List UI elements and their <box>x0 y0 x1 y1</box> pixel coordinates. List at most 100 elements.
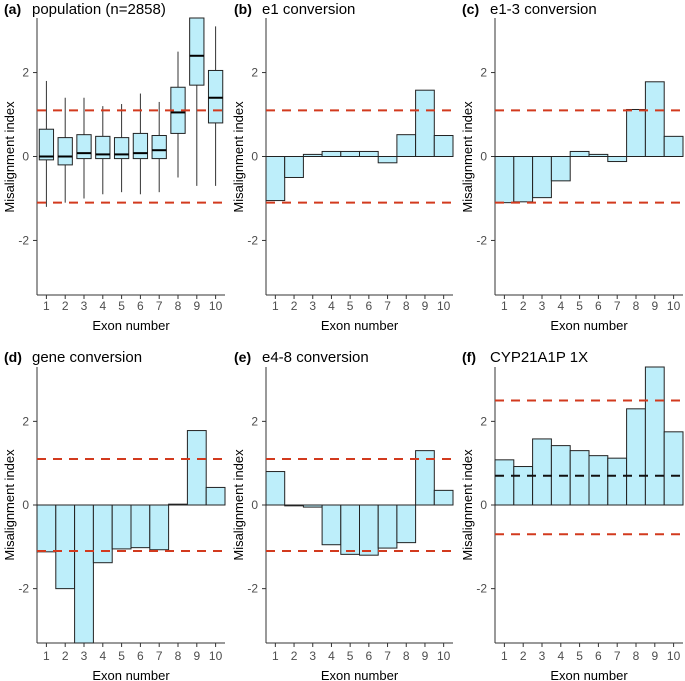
x-tick-label: 2 <box>291 299 298 313</box>
bar <box>433 135 454 157</box>
bar <box>532 156 552 199</box>
x-tick-label: 1 <box>272 299 279 313</box>
x-axis-label: Exon number <box>321 318 399 333</box>
x-tick-label: 7 <box>384 299 391 313</box>
x-tick-label: 2 <box>62 649 69 663</box>
y-tick-label: 2 <box>480 414 487 428</box>
y-axis-label: Misalignment index <box>460 101 475 213</box>
box <box>57 137 73 166</box>
panel-label: (e) <box>234 349 251 365</box>
bar <box>377 156 398 164</box>
x-tick-label: 10 <box>667 299 681 313</box>
y-tick-label: 0 <box>22 150 29 164</box>
x-tick-label: 7 <box>384 649 391 663</box>
bar <box>644 366 665 506</box>
x-tick-label: 6 <box>595 299 602 313</box>
bar <box>36 504 57 553</box>
x-tick-label: 10 <box>437 299 451 313</box>
panel-label: (c) <box>462 1 479 17</box>
bar <box>396 134 417 157</box>
x-tick-label: 3 <box>539 299 546 313</box>
panel-label: (d) <box>4 349 22 365</box>
x-axis-label: Exon number <box>550 318 628 333</box>
x-tick-label: 8 <box>633 649 640 663</box>
bar <box>359 150 379 158</box>
x-tick-label: 9 <box>193 299 200 313</box>
bar <box>433 489 454 506</box>
panel-title: e4-8 conversion <box>262 349 369 366</box>
x-tick-label: 10 <box>437 649 451 663</box>
bar <box>265 471 286 506</box>
panel-d: (d) gene conversion -2 0 2 Misalignment index… <box>2 349 226 681</box>
bar <box>607 457 628 506</box>
bar <box>168 503 188 506</box>
x-tick-label: 4 <box>557 299 564 313</box>
x-tick-label: 7 <box>614 299 621 313</box>
x-tick-label: 4 <box>99 299 106 313</box>
x-axis-label: Exon number <box>92 318 170 333</box>
y-tick-label: -2 <box>247 233 258 247</box>
panel-title: population (n=2858) <box>32 1 166 18</box>
x-tick-label: 7 <box>614 649 621 663</box>
panel-title: gene conversion <box>32 349 142 366</box>
x-tick-label: 5 <box>118 299 125 313</box>
y-axis-label: Misalignment index <box>460 449 475 561</box>
x-tick-label: 1 <box>43 649 50 663</box>
bar <box>265 156 286 202</box>
bar <box>321 504 342 546</box>
y-tick-label: 2 <box>480 66 487 80</box>
bar <box>550 156 571 182</box>
panel-title: e1 conversion <box>262 1 355 18</box>
x-axis-label: Exon number <box>550 668 628 681</box>
x-tick-label: 6 <box>366 649 373 663</box>
y-tick-label: 2 <box>22 66 29 80</box>
x-tick-label: 6 <box>137 299 144 313</box>
panel-label: (f) <box>462 349 476 365</box>
bar <box>415 450 435 506</box>
y-tick-label: -2 <box>476 582 487 596</box>
bar <box>494 156 515 204</box>
box <box>95 135 111 160</box>
bar <box>284 504 304 507</box>
x-tick-label: 2 <box>291 649 298 663</box>
x-tick-label: 5 <box>118 649 125 663</box>
y-axis-label: Misalignment index <box>2 449 17 561</box>
bar <box>588 153 609 158</box>
x-axis-label: Exon number <box>92 668 170 681</box>
x-tick-label: 3 <box>81 649 88 663</box>
x-tick-label: 10 <box>209 299 223 313</box>
bar <box>302 153 323 158</box>
y-tick-label: -2 <box>476 233 487 247</box>
bar <box>663 431 684 506</box>
panel-e: (e) e4-8 conversion -2 0 2 Misalignment index… <box>231 349 454 681</box>
x-tick-label: 8 <box>403 649 410 663</box>
x-tick-label: 2 <box>520 649 527 663</box>
bar <box>92 504 113 564</box>
y-tick-label: 2 <box>251 66 258 80</box>
x-tick-label: 2 <box>520 299 527 313</box>
bar <box>626 408 646 506</box>
panel-label: (b) <box>234 1 252 17</box>
x-tick-label: 8 <box>633 299 640 313</box>
bar <box>130 504 151 549</box>
bar <box>74 504 94 644</box>
bar <box>663 135 684 157</box>
bar <box>377 504 398 549</box>
y-tick-label: 0 <box>251 150 258 164</box>
box <box>76 134 92 160</box>
x-tick-label: 9 <box>422 299 429 313</box>
bar <box>359 504 379 556</box>
y-tick-label: 0 <box>22 498 29 512</box>
x-tick-label: 6 <box>366 299 373 313</box>
x-tick-label: 10 <box>667 649 681 663</box>
x-tick-label: 9 <box>422 649 429 663</box>
bar <box>513 466 534 506</box>
x-tick-label: 1 <box>501 649 508 663</box>
box <box>189 17 205 86</box>
bar <box>532 438 552 506</box>
x-tick-label: 5 <box>576 299 583 313</box>
x-tick-label: 3 <box>309 299 316 313</box>
